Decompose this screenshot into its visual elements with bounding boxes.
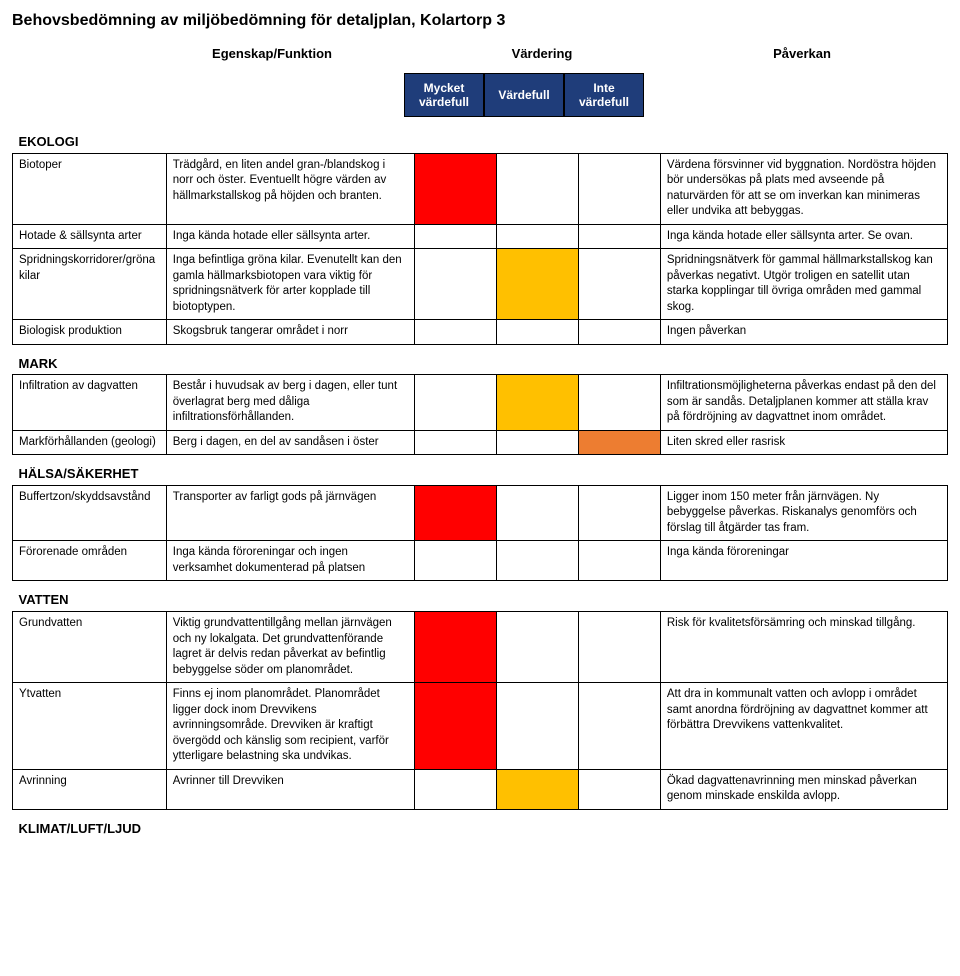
rating-box-vardefull: Värdefull [484, 73, 564, 117]
table-row: Infiltration av dagvattenBestår i huvuds… [13, 375, 948, 431]
table-row: Förorenade områdenInga kända föroreninga… [13, 541, 948, 581]
rating-cell [414, 153, 496, 224]
column-headers: Egenskap/Funktion Värdering Påverkan [12, 46, 948, 61]
impact-cell: Ökad dagvattenavrinning men minskad påve… [660, 769, 947, 809]
rating-cell [496, 541, 578, 581]
impact-cell: Liten skred eller rasrisk [660, 430, 947, 455]
rating-cell [414, 320, 496, 345]
row-description: Trädgård, en liten andel gran-/blandskog… [166, 153, 414, 224]
row-label: Ytvatten [13, 683, 167, 770]
rating-cell [578, 541, 660, 581]
rating-box-mycket: Mycket värdefull [404, 73, 484, 117]
rating-cell [414, 249, 496, 320]
rating-cell [578, 153, 660, 224]
col-header-vardering: Värdering [422, 46, 662, 61]
impact-cell: Inga kända föroreningar [660, 541, 947, 581]
row-description: Inga befintliga gröna kilar. Evenutellt … [166, 249, 414, 320]
col-header-egenskap: Egenskap/Funktion [142, 46, 402, 61]
row-label: Grundvatten [13, 611, 167, 682]
rating-cell [414, 769, 496, 809]
impact-cell: Inga kända hotade eller sällsynta arter.… [660, 224, 947, 249]
table-row: Buffertzon/skyddsavståndTransporter av f… [13, 485, 948, 541]
impact-cell: Infiltrationsmöjligheterna påverkas enda… [660, 375, 947, 431]
impact-cell: Att dra in kommunalt vatten och avlopp i… [660, 683, 947, 770]
assessment-table: EKOLOGIBiotoperTrädgård, en liten andel … [12, 123, 948, 839]
table-row: Markförhållanden (geologi)Berg i dagen, … [13, 430, 948, 455]
table-row: Hotade & sällsynta arterInga kända hotad… [13, 224, 948, 249]
rating-cell [414, 611, 496, 682]
section-header: KLIMAT/LUFT/LJUD [13, 809, 948, 839]
rating-cell [496, 485, 578, 541]
section-header: HÄLSA/SÄKERHET [13, 455, 948, 486]
rating-cell [578, 430, 660, 455]
rating-cell [496, 153, 578, 224]
row-label: Spridningskorridorer/gröna kilar [13, 249, 167, 320]
row-label: Markförhållanden (geologi) [13, 430, 167, 455]
rating-cell [496, 320, 578, 345]
col-header-paverkan: Påverkan [682, 46, 922, 61]
row-label: Infiltration av dagvatten [13, 375, 167, 431]
rating-cell [414, 541, 496, 581]
rating-cell [578, 683, 660, 770]
row-label: Avrinning [13, 769, 167, 809]
row-label: Förorenade områden [13, 541, 167, 581]
row-description: Består i huvudsak av berg i dagen, eller… [166, 375, 414, 431]
table-row: Spridningskorridorer/gröna kilarInga bef… [13, 249, 948, 320]
rating-cell [414, 224, 496, 249]
rating-cell [496, 224, 578, 249]
table-row: GrundvattenViktig grundvattentillgång me… [13, 611, 948, 682]
row-description: Inga kända hotade eller sällsynta arter. [166, 224, 414, 249]
table-row: Biologisk produktionSkogsbruk tangerar o… [13, 320, 948, 345]
rating-cell [578, 224, 660, 249]
row-description: Avrinner till Drevviken [166, 769, 414, 809]
rating-cell [578, 375, 660, 431]
impact-cell: Risk för kvalitetsförsämring och minskad… [660, 611, 947, 682]
rating-cell [414, 683, 496, 770]
rating-cell [414, 375, 496, 431]
table-row: BiotoperTrädgård, en liten andel gran-/b… [13, 153, 948, 224]
rating-cell [496, 375, 578, 431]
section-header: VATTEN [13, 581, 948, 612]
rating-cell [414, 430, 496, 455]
rating-cell [578, 769, 660, 809]
row-label: Buffertzon/skyddsavstånd [13, 485, 167, 541]
impact-cell: Värdena försvinner vid byggnation. Nordö… [660, 153, 947, 224]
row-label: Hotade & sällsynta arter [13, 224, 167, 249]
rating-cell [578, 249, 660, 320]
rating-cell [414, 485, 496, 541]
rating-box-inte: Inte värdefull [564, 73, 644, 117]
row-description: Skogsbruk tangerar området i norr [166, 320, 414, 345]
row-description: Inga kända föroreningar och ingen verksa… [166, 541, 414, 581]
rating-legend: Mycket värdefull Värdefull Inte värdeful… [404, 73, 948, 117]
rating-cell [578, 320, 660, 345]
row-description: Finns ej inom planområdet. Planområdet l… [166, 683, 414, 770]
rating-cell [496, 683, 578, 770]
row-label: Biologisk produktion [13, 320, 167, 345]
row-label: Biotoper [13, 153, 167, 224]
rating-cell [496, 249, 578, 320]
row-description: Viktig grundvattentillgång mellan järnvä… [166, 611, 414, 682]
impact-cell: Ligger inom 150 meter från järnvägen. Ny… [660, 485, 947, 541]
section-header: MARK [13, 344, 948, 375]
rating-cell [496, 769, 578, 809]
rating-cell [578, 611, 660, 682]
impact-cell: Ingen påverkan [660, 320, 947, 345]
rating-cell [496, 611, 578, 682]
rating-cell [578, 485, 660, 541]
row-description: Transporter av farligt gods på järnvägen [166, 485, 414, 541]
rating-cell [496, 430, 578, 455]
row-description: Berg i dagen, en del av sandåsen i öster [166, 430, 414, 455]
table-row: YtvattenFinns ej inom planområdet. Plano… [13, 683, 948, 770]
section-header: EKOLOGI [13, 123, 948, 153]
page-title: Behovsbedömning av miljöbedömning för de… [12, 12, 948, 30]
table-row: AvrinningAvrinner till Drevviken Ökad dag… [13, 769, 948, 809]
impact-cell: Spridningsnätverk för gammal hällmarksta… [660, 249, 947, 320]
